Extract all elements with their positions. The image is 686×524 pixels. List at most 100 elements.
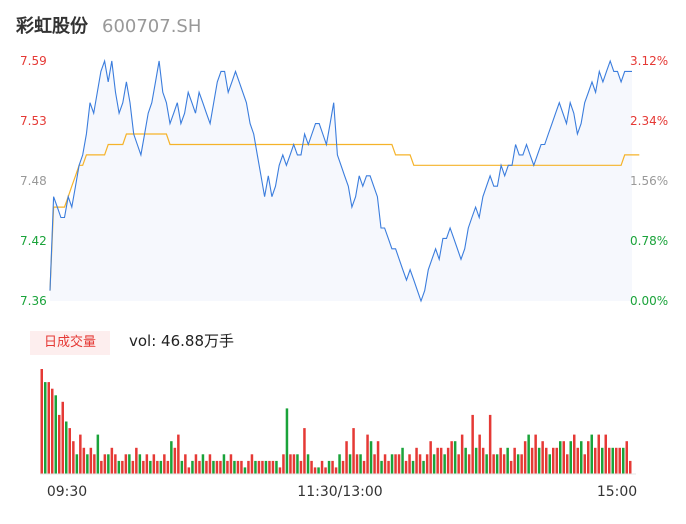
volume-bar [79, 434, 82, 474]
volume-bar [566, 454, 569, 474]
volume-bar [89, 447, 93, 475]
y-tick-label: 7.42 [20, 234, 47, 248]
volume-bar [163, 454, 166, 474]
volume-bar [145, 454, 149, 474]
volume-bar [240, 460, 243, 474]
volume-bar [121, 460, 124, 474]
volume-bar [149, 460, 152, 474]
volume-bar [460, 434, 464, 474]
volume-bar [355, 454, 359, 474]
volume-bar [51, 388, 54, 474]
volume-bar [590, 434, 593, 474]
volume-bar [86, 454, 89, 474]
volume-bar [299, 460, 303, 474]
volume-bar [583, 454, 586, 474]
volume-bar [278, 467, 282, 474]
volume-bar [166, 460, 170, 474]
price-line [49, 58, 632, 303]
volume-bar [425, 454, 429, 474]
volume-bar [142, 460, 145, 474]
volume-bar [383, 454, 387, 474]
volume-bar [387, 460, 390, 474]
volume-bar [226, 460, 229, 474]
volume-bar [464, 447, 467, 475]
volume-bar [527, 434, 530, 474]
volume-bar [205, 460, 208, 474]
volume-bar [594, 447, 597, 475]
volume-bar [208, 454, 212, 474]
volume-bar [439, 447, 443, 475]
volume-bar [348, 454, 352, 474]
volume-bar [376, 441, 380, 474]
volume-bar [236, 460, 240, 474]
volume-bar [331, 460, 334, 474]
volume-bar [443, 454, 446, 474]
volume-bar [65, 421, 68, 474]
y-tick-label: 7.36 [20, 294, 47, 308]
volume-bar [573, 434, 576, 474]
volume-bar [296, 454, 299, 474]
volume-period-tab[interactable]: 日成交量 [30, 331, 110, 355]
volume-bar [523, 441, 527, 474]
volume-bar [492, 454, 495, 474]
volume-bar [506, 447, 509, 475]
volume-bar [411, 460, 415, 474]
volume-bar [107, 454, 110, 474]
x-tick-label: 09:30 [47, 484, 87, 500]
volume-bar [488, 414, 492, 474]
volume-bar [615, 447, 618, 475]
volume-bar [100, 460, 103, 474]
volume-bar [467, 454, 471, 474]
volume-bar [177, 434, 180, 474]
x-tick-label: 15:00 [597, 484, 637, 500]
volume-bar [499, 447, 502, 475]
volume-bar [341, 460, 345, 474]
volume-bar [152, 454, 156, 474]
volume-bar [184, 454, 187, 474]
volume-bar [282, 454, 285, 474]
y-tick-label: 7.48 [20, 174, 47, 188]
y-tick-label-right: 1.56% [630, 174, 668, 188]
volume-bar [159, 460, 163, 474]
volume-bar [103, 454, 107, 474]
volume-bar [580, 441, 583, 474]
volume-bar [264, 460, 268, 474]
volume-bar [509, 460, 513, 474]
volume-bar [457, 454, 460, 474]
volume-bar [222, 454, 226, 474]
volume-bar [618, 447, 621, 475]
volume-bar [516, 454, 520, 474]
volume-bar [369, 441, 373, 474]
volume-bar [289, 454, 292, 474]
volume-bar [502, 454, 506, 474]
volume-bar [611, 447, 614, 475]
volume-bar [334, 467, 338, 474]
volume-bar [292, 454, 296, 474]
volume-bar [135, 447, 138, 475]
volume-bar [513, 447, 516, 475]
volume-bar [562, 441, 565, 474]
volume-bar [622, 447, 625, 475]
volume-bar [548, 454, 551, 474]
volume-bar [68, 428, 71, 474]
volume-bar [201, 454, 205, 474]
volume-bar [453, 441, 457, 474]
volume-bar [187, 467, 191, 474]
volume-bar [303, 428, 306, 474]
volume-bar [250, 454, 254, 474]
volume-bar [114, 454, 117, 474]
volume-bar [629, 460, 632, 474]
volume-bar [597, 434, 600, 474]
volume-bar [40, 369, 43, 474]
volume-bar [446, 447, 450, 475]
volume-bar [54, 395, 57, 474]
volume-bar [268, 460, 271, 474]
volume-bar [559, 441, 562, 474]
volume-bar [436, 447, 439, 475]
volume-bar [138, 454, 142, 474]
volume-bar [380, 460, 383, 474]
volume-bar [429, 441, 432, 474]
volume-bar [75, 454, 79, 474]
volume-bar [173, 447, 177, 475]
